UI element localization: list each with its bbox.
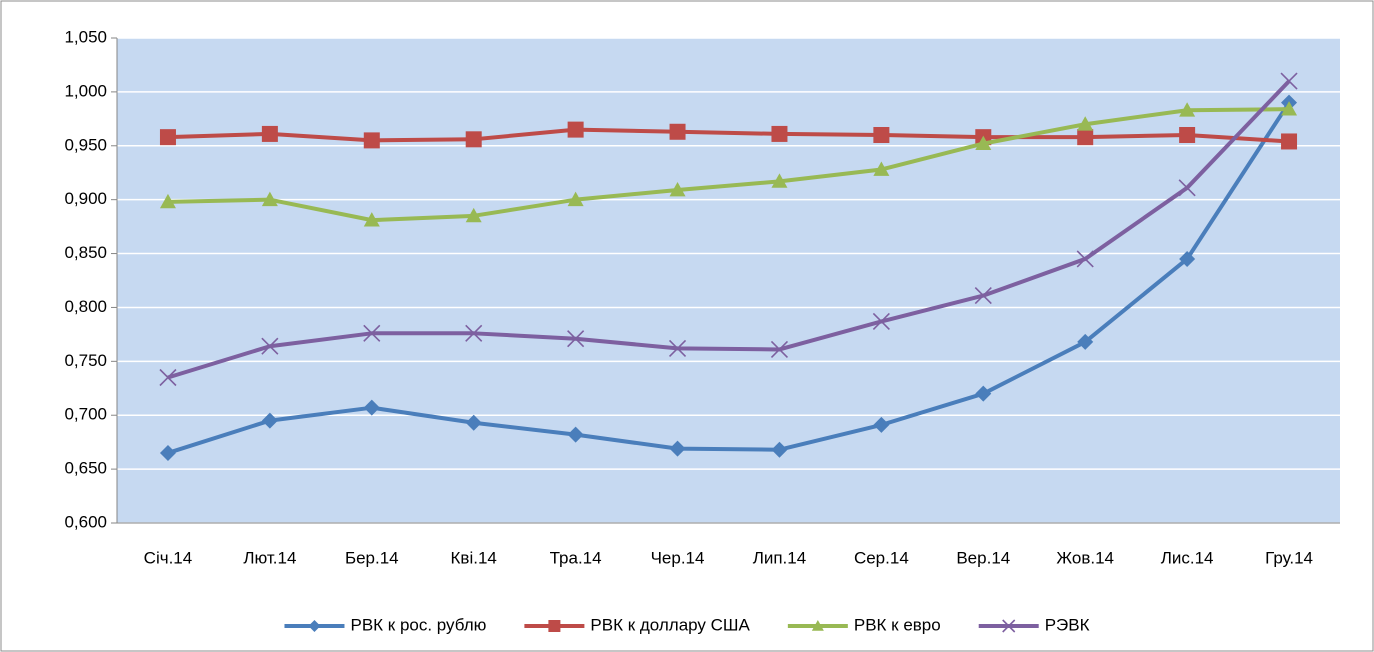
marker [873, 161, 890, 176]
series-line [167, 79, 1291, 380]
marker [548, 620, 561, 632]
marker [465, 324, 483, 342]
marker [1077, 129, 1094, 146]
marker [975, 385, 992, 402]
marker [872, 312, 890, 331]
legend-label: РВК к доллару США [590, 615, 750, 634]
y-tick-label: 0,800 [64, 297, 107, 316]
marker [567, 330, 585, 348]
marker [261, 191, 278, 207]
y-tick-label: 0,750 [64, 351, 107, 370]
y-tick-label: 0,850 [64, 243, 107, 262]
marker [363, 212, 380, 227]
marker [975, 135, 992, 151]
marker [1179, 127, 1196, 143]
series-line [167, 127, 1290, 144]
marker [771, 125, 788, 142]
marker [363, 324, 381, 342]
legend-item: РВК к доллару США [524, 615, 751, 634]
x-tick-label: Січ.14 [144, 548, 193, 567]
marker [159, 368, 177, 387]
x-tick-label: Лис.14 [1161, 548, 1214, 567]
marker [159, 193, 176, 209]
x-tick-label: Сер.14 [854, 548, 909, 567]
marker [261, 412, 278, 429]
marker [771, 441, 788, 458]
x-tick-label: Жов.14 [1056, 548, 1114, 567]
marker [873, 127, 890, 143]
marker [159, 444, 176, 461]
y-tick-label: 0,650 [64, 459, 107, 478]
marker [261, 337, 279, 355]
x-tick-label: Лют.14 [243, 548, 296, 567]
marker [1281, 101, 1298, 116]
marker [974, 287, 992, 305]
legend-item: РВК к рос. рублю [284, 615, 487, 634]
marker [261, 125, 278, 142]
legend-label: РВК к рос. рублю [350, 615, 486, 634]
marker [1280, 72, 1298, 90]
marker [669, 123, 686, 140]
marker [1077, 333, 1094, 350]
x-tick-label: Чер.14 [651, 548, 705, 567]
marker [1077, 116, 1094, 131]
series-line [167, 101, 1291, 455]
marker [1076, 250, 1094, 268]
marker [668, 339, 687, 357]
marker [567, 191, 584, 207]
marker [1002, 619, 1016, 633]
x-tick-label: Вер.14 [956, 548, 1010, 567]
marker [465, 207, 482, 223]
marker [1281, 133, 1298, 150]
legend-label: РЭВК [1045, 615, 1090, 634]
y-tick-label: 0,700 [64, 405, 107, 424]
marker [567, 121, 584, 138]
marker [1179, 102, 1196, 117]
legend-item: РВК к евро [787, 615, 941, 634]
marker [465, 414, 482, 431]
x-tick-label: Лип.14 [753, 548, 807, 567]
y-tick-label: 0,900 [64, 189, 107, 208]
x-tick-label: Гру.14 [1265, 548, 1313, 567]
marker [363, 399, 380, 416]
marker [465, 131, 482, 148]
y-tick-label: 0,600 [64, 512, 107, 531]
series-line [167, 107, 1290, 223]
x-tick-label: Бер.14 [345, 548, 399, 567]
y-tick-label: 0,950 [64, 135, 107, 154]
y-tick-label: 1,050 [64, 27, 107, 46]
legend-label: РВК к евро [854, 615, 941, 634]
marker [771, 173, 788, 188]
marker [1178, 179, 1196, 197]
marker [811, 620, 824, 631]
marker [567, 426, 584, 443]
marker [873, 416, 890, 433]
x-tick-label: Тра.14 [550, 548, 602, 567]
marker [669, 181, 686, 197]
marker [669, 440, 686, 457]
marker [770, 340, 789, 359]
y-tick-label: 1,000 [64, 81, 107, 100]
marker [1179, 250, 1196, 267]
legend-item: РЭВК [978, 615, 1090, 634]
x-tick-label: Кві.14 [451, 548, 497, 567]
marker [363, 132, 380, 149]
marker [308, 620, 321, 632]
marker [159, 129, 176, 146]
